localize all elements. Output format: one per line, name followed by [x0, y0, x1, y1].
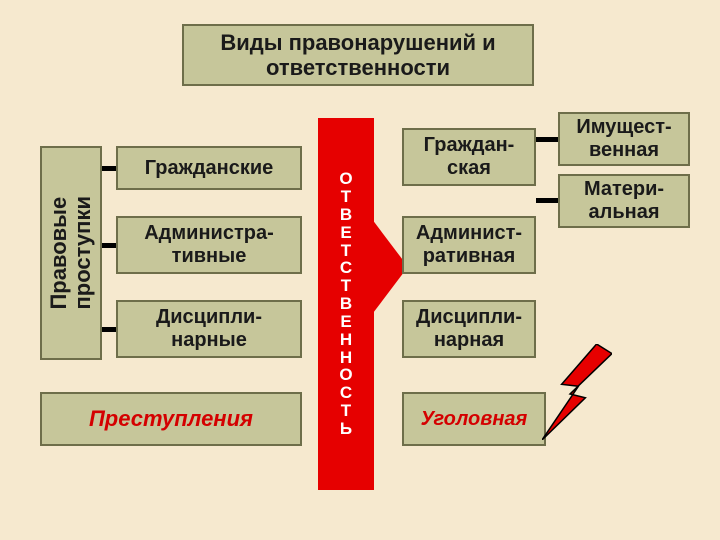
- right-item-1: Админист- ративная: [402, 216, 536, 274]
- far-right-connector-1: [536, 198, 558, 203]
- right-item-2: Дисципли- нарная: [402, 300, 536, 358]
- criminal-text: Уголовная: [421, 408, 528, 431]
- left-connector-1: [102, 243, 116, 248]
- left-item-text-2: Дисципли- нарные: [156, 306, 262, 352]
- left-group-label: Правовыепроступки: [47, 196, 95, 310]
- crimes-text: Преступления: [89, 406, 253, 431]
- crimes-box: Преступления: [40, 392, 302, 446]
- responsibility-label: ОТВЕТСТВЕННОСТЬ: [339, 118, 352, 490]
- left-item-text-1: Администра- тивные: [144, 222, 274, 268]
- responsibility-label-container: ОТВЕТСТВЕННОСТЬ: [318, 118, 374, 490]
- left-group-label-box: Правовыепроступки: [40, 146, 102, 360]
- far-right-item-1: Матери- альная: [558, 174, 690, 228]
- title-box: Виды правонарушений и ответственности: [182, 24, 534, 86]
- right-item-text-1: Админист- ративная: [416, 222, 522, 268]
- far-right-item-0: Имущест- венная: [558, 112, 690, 166]
- left-connector-2: [102, 327, 116, 332]
- far-right-item-text-0: Имущест- венная: [576, 116, 671, 162]
- left-item-text-0: Гражданские: [145, 157, 274, 180]
- lightning-bolt-icon: [542, 344, 612, 440]
- far-right-connector-0: [536, 137, 558, 142]
- criminal-box: Уголовная: [402, 392, 546, 446]
- left-connector-0: [102, 166, 116, 171]
- left-item-0: Гражданские: [116, 146, 302, 190]
- far-right-item-text-1: Матери- альная: [584, 178, 664, 224]
- left-item-1: Администра- тивные: [116, 216, 302, 274]
- right-item-text-2: Дисципли- нарная: [416, 306, 522, 352]
- title-text: Виды правонарушений и ответственности: [184, 30, 532, 81]
- right-item-0: Граждан- ская: [402, 128, 536, 186]
- right-item-text-0: Граждан- ская: [424, 134, 515, 180]
- left-item-2: Дисципли- нарные: [116, 300, 302, 358]
